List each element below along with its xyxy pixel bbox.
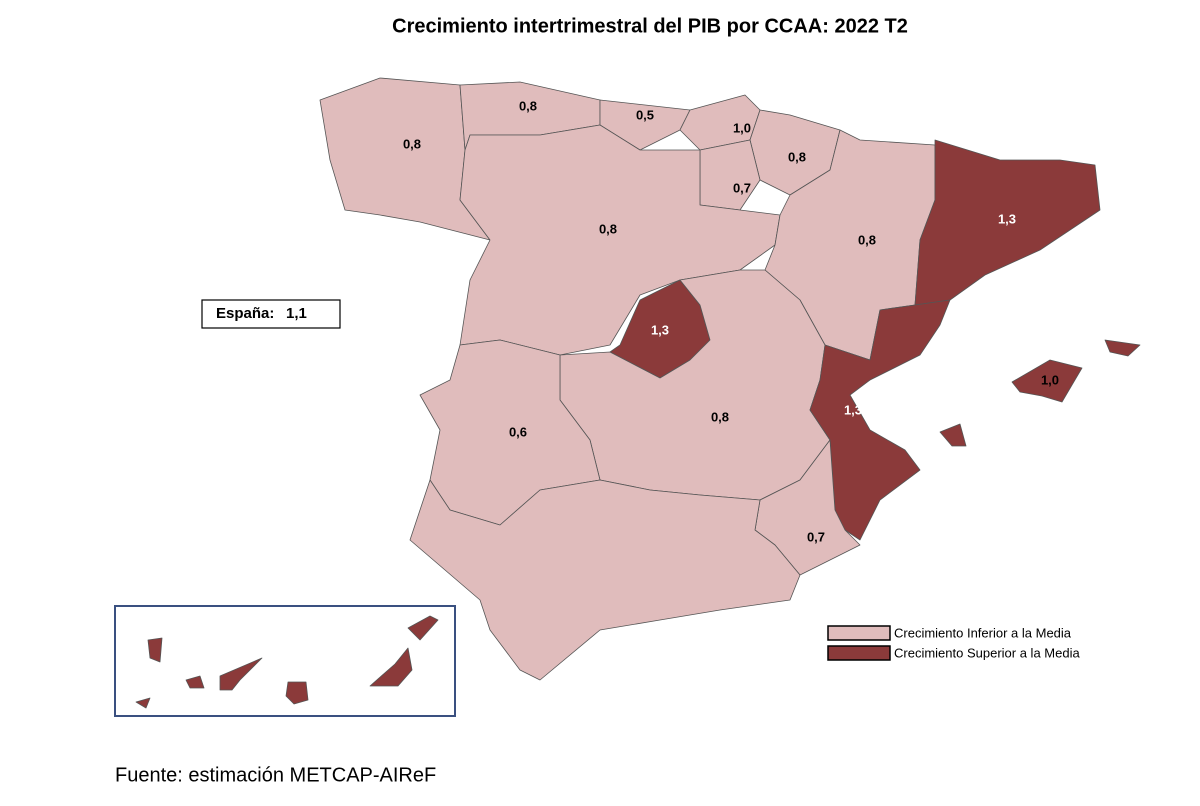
region-label: 2,5 <box>289 626 307 641</box>
legend-label: Crecimiento Inferior a la Media <box>894 625 1072 640</box>
legend-label: Crecimiento Superior a la Media <box>894 645 1080 660</box>
spain-label: España: <box>216 305 274 322</box>
region <box>369 647 413 687</box>
region-label: 0,8 <box>519 98 537 113</box>
region <box>939 423 967 447</box>
region <box>185 675 205 689</box>
region <box>914 139 1101 306</box>
region-label: 0,5 <box>636 107 654 122</box>
region <box>135 697 151 709</box>
region <box>809 299 951 541</box>
source: Fuente: estimación METCAP-AIReF <box>115 764 436 786</box>
region <box>1011 359 1083 403</box>
region <box>285 681 309 705</box>
region-label: 0,8 <box>711 409 729 424</box>
region-label: 0,6 <box>509 424 527 439</box>
region-label: 0,8 <box>403 136 421 151</box>
region-label: 1,5 <box>289 626 307 641</box>
region-label: 1,0 <box>733 120 751 135</box>
region <box>219 657 263 691</box>
region-label: 1,3 <box>844 402 862 417</box>
region <box>147 637 163 663</box>
region <box>409 479 801 681</box>
legend-swatch <box>827 645 891 661</box>
region-label: 1,3 <box>998 211 1016 226</box>
legend-swatch <box>827 625 891 641</box>
region-label: 1,0 <box>1041 372 1059 387</box>
region-label: 1,3 <box>651 322 669 337</box>
canarias-box <box>114 605 456 717</box>
region-label: 0,8 <box>858 232 876 247</box>
region <box>699 139 761 211</box>
region-label: 0,7 <box>807 529 825 544</box>
map-title: Crecimiento intertrimestral del PIB por … <box>392 15 908 37</box>
region <box>407 615 439 641</box>
region-label: 0,8 <box>788 149 806 164</box>
region <box>1104 339 1141 357</box>
region <box>599 99 691 151</box>
spain-value: 1,1 <box>286 305 307 322</box>
region-label: 0,7 <box>733 180 751 195</box>
region-label: 0,8 <box>599 221 617 236</box>
spain-box <box>201 299 341 329</box>
